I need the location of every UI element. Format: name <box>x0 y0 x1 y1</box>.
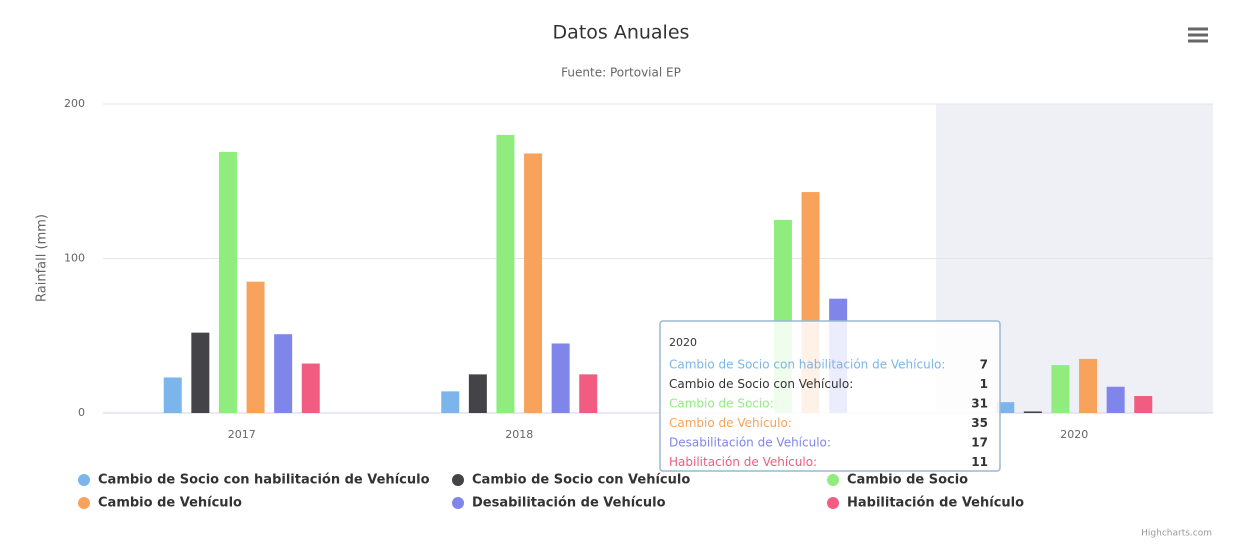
tooltip-label: Cambio de Vehículo: <box>669 416 792 430</box>
bar <box>441 391 460 413</box>
tooltip-value: 1 <box>980 377 988 391</box>
legend-label: Cambio de Socio con Vehículo <box>472 473 690 488</box>
bar <box>524 153 543 413</box>
bar <box>1023 411 1042 413</box>
menu-button[interactable] <box>1188 27 1208 43</box>
tooltip-value: 31 <box>971 397 988 411</box>
x-tick-label: 2017 <box>228 428 256 441</box>
credits[interactable]: Highcharts.com <box>1141 529 1212 539</box>
legend: Cambio de Socio con habilitación de Vehí… <box>78 473 1024 511</box>
bar <box>274 334 293 413</box>
bar <box>191 332 210 413</box>
tooltip-value: 7 <box>980 358 988 372</box>
bar <box>1051 365 1070 413</box>
chart-subtitle: Fuente: Portovial EP <box>561 66 681 80</box>
bar <box>218 151 237 413</box>
y-axis-label: Rainfall (mm) <box>35 214 50 302</box>
legend-label: Habilitación de Vehículo <box>847 496 1024 511</box>
bar <box>163 377 182 413</box>
bar <box>301 363 320 413</box>
bar <box>1106 386 1125 413</box>
bar <box>551 343 570 413</box>
x-tick-label: 2018 <box>505 428 533 441</box>
y-tick-label: 100 <box>64 252 85 265</box>
tooltip-label: Cambio de Socio con Vehículo: <box>669 377 853 391</box>
tooltip-value: 35 <box>971 416 988 430</box>
legend-marker <box>78 497 90 509</box>
legend-label: Cambio de Socio <box>847 473 968 488</box>
bar <box>246 281 265 413</box>
legend-marker <box>827 474 839 486</box>
tooltip-label: Cambio de Socio: <box>669 397 774 411</box>
tooltip-box <box>659 320 1001 472</box>
tooltip-header: 2020 <box>669 336 697 349</box>
legend-label: Cambio de Socio con habilitación de Vehí… <box>98 473 430 488</box>
legend-marker <box>78 474 90 486</box>
bar <box>996 402 1015 413</box>
bar <box>1079 358 1098 413</box>
tooltip: 2020 Cambio de Socio con habilitación de … <box>659 320 1001 472</box>
bar <box>468 374 487 413</box>
legend-marker <box>452 474 464 486</box>
chart-title: Datos Anuales <box>553 22 690 44</box>
x-tick-label: 2020 <box>1060 428 1088 441</box>
tooltip-value: 11 <box>971 455 988 469</box>
y-tick-label: 0 <box>78 406 85 419</box>
legend-label: Cambio de Vehículo <box>98 496 242 511</box>
bar <box>1134 396 1153 413</box>
bar <box>496 134 515 413</box>
tooltip-label: Desabilitación de Vehículo: <box>669 436 831 450</box>
y-tick-label: 200 <box>64 97 85 110</box>
bar <box>579 374 598 413</box>
legend-marker <box>452 497 464 509</box>
tooltip-value: 17 <box>971 436 988 450</box>
tooltip-label: Habilitación de Vehículo: <box>669 455 817 469</box>
legend-label: Desabilitación de Vehículo <box>472 496 666 511</box>
tooltip-label: Cambio de Socio con habilitación de Vehí… <box>669 358 945 372</box>
legend-marker <box>827 497 839 509</box>
